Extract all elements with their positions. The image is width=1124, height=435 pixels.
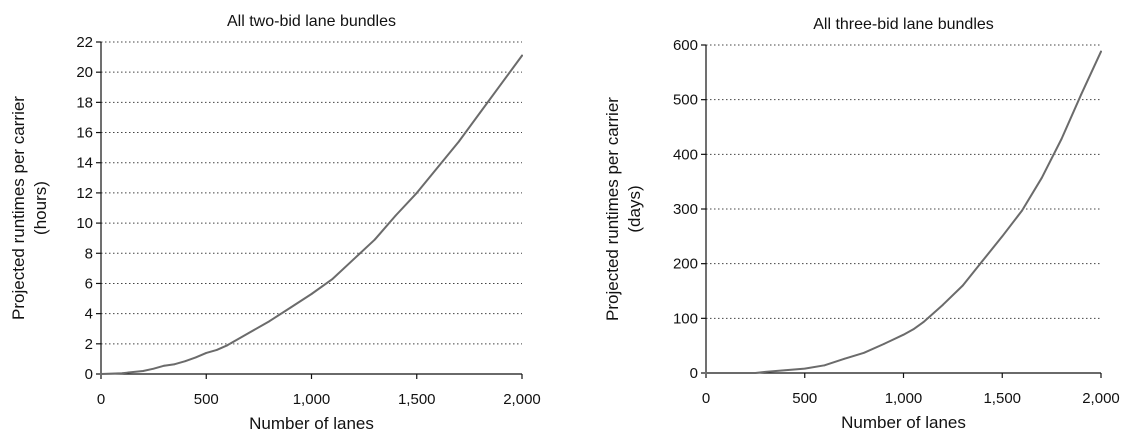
y-axis-label: Projected runtimes per carrier — [603, 97, 622, 321]
data-point — [215, 348, 218, 351]
data-point — [981, 260, 984, 262]
y-tick-label: 20 — [76, 64, 93, 81]
data-point — [902, 333, 905, 336]
y-tick-label: 0 — [690, 365, 698, 382]
y-tick-label: 500 — [673, 92, 698, 109]
data-point — [882, 343, 885, 345]
x-tick-label: 500 — [194, 391, 219, 408]
data-point — [705, 372, 707, 374]
data-point — [142, 370, 145, 372]
data-point — [784, 369, 786, 372]
data-point — [1100, 50, 1102, 53]
y-tick-label: 10 — [76, 215, 93, 232]
data-point — [310, 293, 313, 295]
data-point — [1021, 209, 1023, 212]
y-tick-label: 200 — [673, 256, 698, 273]
chart-panel-three-bid: 0 100 200 300 400 500 600 0 500 1,000 1,500 2,000 Al… — [603, 16, 1120, 432]
y-axis-unit-label: (days) — [625, 185, 644, 232]
data-point — [961, 284, 964, 287]
data-point — [100, 373, 102, 375]
x-axis-label: Number of lanes — [841, 413, 966, 432]
data-point — [500, 83, 502, 86]
x-tick-label: 0 — [702, 390, 710, 407]
x-tick-label: 1,000 — [293, 391, 331, 408]
data-point — [184, 360, 187, 363]
y-tick-label: 16 — [76, 125, 93, 142]
y-tick-label: 0 — [85, 366, 93, 383]
data-point — [1060, 138, 1063, 140]
data-point — [912, 328, 915, 331]
y-tick-label: 600 — [673, 37, 698, 54]
data-point — [823, 364, 826, 367]
y-tick-label: 300 — [673, 201, 698, 218]
y-axis-unit-label: (hours) — [31, 181, 50, 235]
data-point — [247, 332, 250, 335]
data-point — [803, 367, 806, 370]
data-point — [163, 364, 166, 367]
data-point — [205, 351, 208, 354]
x-tick-label: 500 — [792, 390, 817, 407]
data-point — [764, 371, 767, 373]
chart-title: All three-bid lane bundles — [813, 16, 994, 33]
y-tick-label: 400 — [673, 146, 698, 163]
data-point — [121, 372, 123, 375]
x-tick-label: 2,000 — [503, 391, 541, 408]
x-tick-label: 1,500 — [983, 390, 1021, 407]
data-point — [415, 192, 418, 194]
y-tick-label: 18 — [76, 94, 93, 111]
data-point — [268, 320, 271, 323]
data-point — [843, 357, 846, 360]
chart-panel-two-bid: 0 2 4 6 8 10 12 14 16 18 20 22 0 500 1,000 1,500 2,000 Al… — [9, 13, 541, 433]
y-tick-label: 14 — [76, 155, 93, 172]
series-points-0 — [705, 50, 1102, 374]
y-tick-label: 22 — [76, 34, 93, 51]
data-point — [152, 367, 155, 370]
y-tick-label: 2 — [85, 336, 93, 353]
data-point — [942, 303, 944, 306]
x-tick-label: 2,000 — [1082, 390, 1120, 407]
data-point — [394, 214, 397, 217]
y-tick-label: 100 — [673, 310, 698, 327]
data-point — [922, 321, 925, 324]
y-axis-label: Projected runtimes per carrier — [9, 96, 28, 320]
data-point — [331, 278, 334, 280]
y-tick-label: 12 — [76, 185, 93, 202]
data-point — [1001, 235, 1004, 238]
data-point — [1040, 176, 1043, 179]
chart-title: All two-bid lane bundles — [227, 13, 396, 30]
x-tick-label: 1,500 — [398, 391, 436, 408]
y-tick-label: 4 — [85, 306, 93, 323]
y-tick-label: 8 — [85, 245, 93, 262]
data-point — [352, 258, 355, 261]
data-point — [226, 344, 229, 347]
data-point — [521, 54, 523, 57]
x-tick-label: 0 — [97, 391, 105, 408]
data-point — [436, 166, 439, 169]
data-point — [479, 112, 481, 114]
data-point — [194, 356, 197, 359]
y-tick-label: 6 — [85, 275, 93, 292]
data-point — [863, 351, 865, 354]
series-points-0 — [100, 54, 523, 375]
data-point — [1080, 93, 1083, 96]
x-axis-label: Number of lanes — [249, 414, 374, 433]
data-point — [373, 238, 376, 241]
data-point — [754, 372, 757, 374]
data-point — [173, 363, 176, 366]
series-line-0 — [100, 54, 523, 375]
data-point — [457, 140, 460, 143]
x-tick-label: 1,000 — [885, 390, 923, 407]
data-point — [289, 306, 292, 309]
